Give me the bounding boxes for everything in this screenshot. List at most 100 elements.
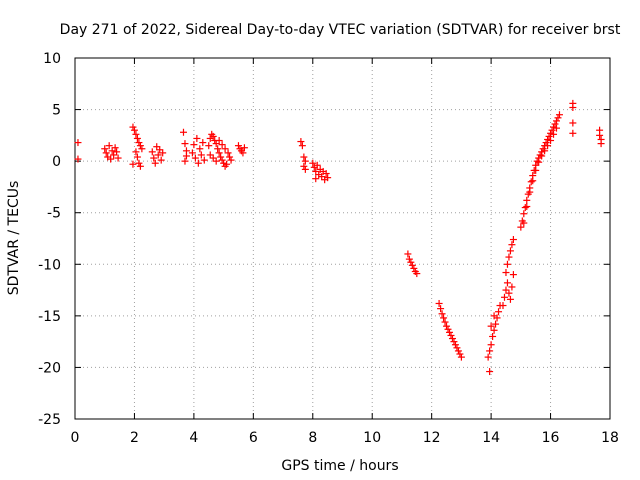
data-point (487, 322, 495, 330)
data-point (218, 156, 226, 164)
data-point (506, 247, 514, 255)
y-tick-label: -15 (38, 309, 61, 325)
data-point (508, 283, 516, 291)
data-point (313, 161, 321, 169)
data-point (509, 236, 517, 244)
data-point (224, 149, 232, 157)
data-point (597, 140, 605, 148)
data-point (486, 347, 494, 355)
data-point (105, 142, 113, 150)
y-tick-label: 5 (52, 103, 61, 119)
data-point (312, 175, 320, 183)
data-point (569, 129, 577, 137)
data-point (538, 152, 546, 160)
data-point (196, 145, 204, 153)
data-point (441, 318, 449, 326)
data-points (74, 99, 605, 376)
data-point (193, 134, 201, 142)
data-point (132, 148, 140, 156)
data-point (153, 143, 161, 151)
data-point (215, 149, 223, 157)
data-point (240, 144, 248, 152)
data-point (527, 178, 535, 186)
y-axis-label: SDTVAR / TECUs (6, 181, 22, 296)
data-point (520, 210, 528, 218)
data-point (221, 145, 229, 153)
data-point (298, 142, 306, 150)
y-tick-label: -20 (38, 360, 61, 376)
x-tick-label: 10 (363, 430, 381, 446)
data-point (194, 159, 202, 167)
data-point (212, 157, 220, 165)
data-point (138, 145, 146, 153)
data-point (553, 124, 560, 132)
data-point (181, 157, 189, 165)
data-point (517, 223, 525, 231)
data-point (159, 149, 167, 157)
data-point (129, 123, 137, 131)
data-point (502, 286, 510, 294)
data-point (502, 269, 510, 277)
data-point (499, 302, 507, 310)
data-point (495, 308, 503, 316)
data-point (550, 123, 558, 131)
data-point (544, 135, 552, 143)
data-point (509, 271, 517, 279)
data-point (508, 241, 516, 249)
data-point (456, 350, 464, 358)
data-point (182, 152, 190, 160)
data-point (300, 162, 308, 170)
data-point (545, 132, 553, 140)
data-point (532, 166, 540, 174)
data-point (535, 158, 543, 166)
data-point (102, 149, 110, 157)
data-point (132, 130, 140, 138)
data-point (523, 203, 531, 211)
x-tick-label: 16 (542, 430, 560, 446)
x-axis-label: GPS time / hours (281, 458, 398, 474)
data-point (114, 154, 122, 162)
data-point (215, 137, 223, 145)
data-point (550, 130, 558, 138)
data-point (457, 353, 465, 361)
data-point (520, 219, 528, 227)
x-axis: 0 2 4 6 8 10 12 14 16 18 (71, 58, 619, 446)
data-point (150, 154, 158, 162)
data-point (200, 156, 208, 164)
data-point (135, 139, 143, 147)
data-point (129, 160, 137, 168)
data-point (199, 139, 207, 147)
data-point (218, 141, 226, 149)
data-point (179, 128, 187, 136)
data-point (503, 279, 511, 287)
data-point (553, 117, 560, 125)
data-point (226, 153, 234, 161)
data-point (505, 289, 513, 297)
data-point (544, 142, 552, 150)
data-point (113, 148, 121, 156)
data-point (437, 305, 445, 313)
y-tick-label: 0 (52, 154, 61, 170)
data-point (214, 145, 222, 153)
data-point (529, 177, 537, 185)
data-point (190, 141, 198, 149)
data-point (492, 320, 500, 328)
data-point (300, 153, 308, 161)
data-point (551, 120, 559, 128)
data-point (548, 126, 556, 134)
data-point (205, 142, 213, 150)
x-tick-label: 18 (601, 430, 619, 446)
data-point (451, 341, 459, 349)
chart-title: Day 271 of 2022, Sidereal Day-to-day VTE… (60, 22, 621, 38)
x-tick-label: 2 (130, 430, 139, 446)
data-point (217, 153, 225, 161)
data-point (206, 151, 214, 159)
data-point (536, 151, 544, 159)
x-tick-label: 8 (308, 430, 317, 446)
data-point (136, 142, 144, 150)
data-point (239, 149, 247, 157)
data-point (154, 151, 162, 159)
data-point (227, 156, 235, 164)
data-point (542, 139, 550, 147)
data-point (111, 144, 119, 152)
